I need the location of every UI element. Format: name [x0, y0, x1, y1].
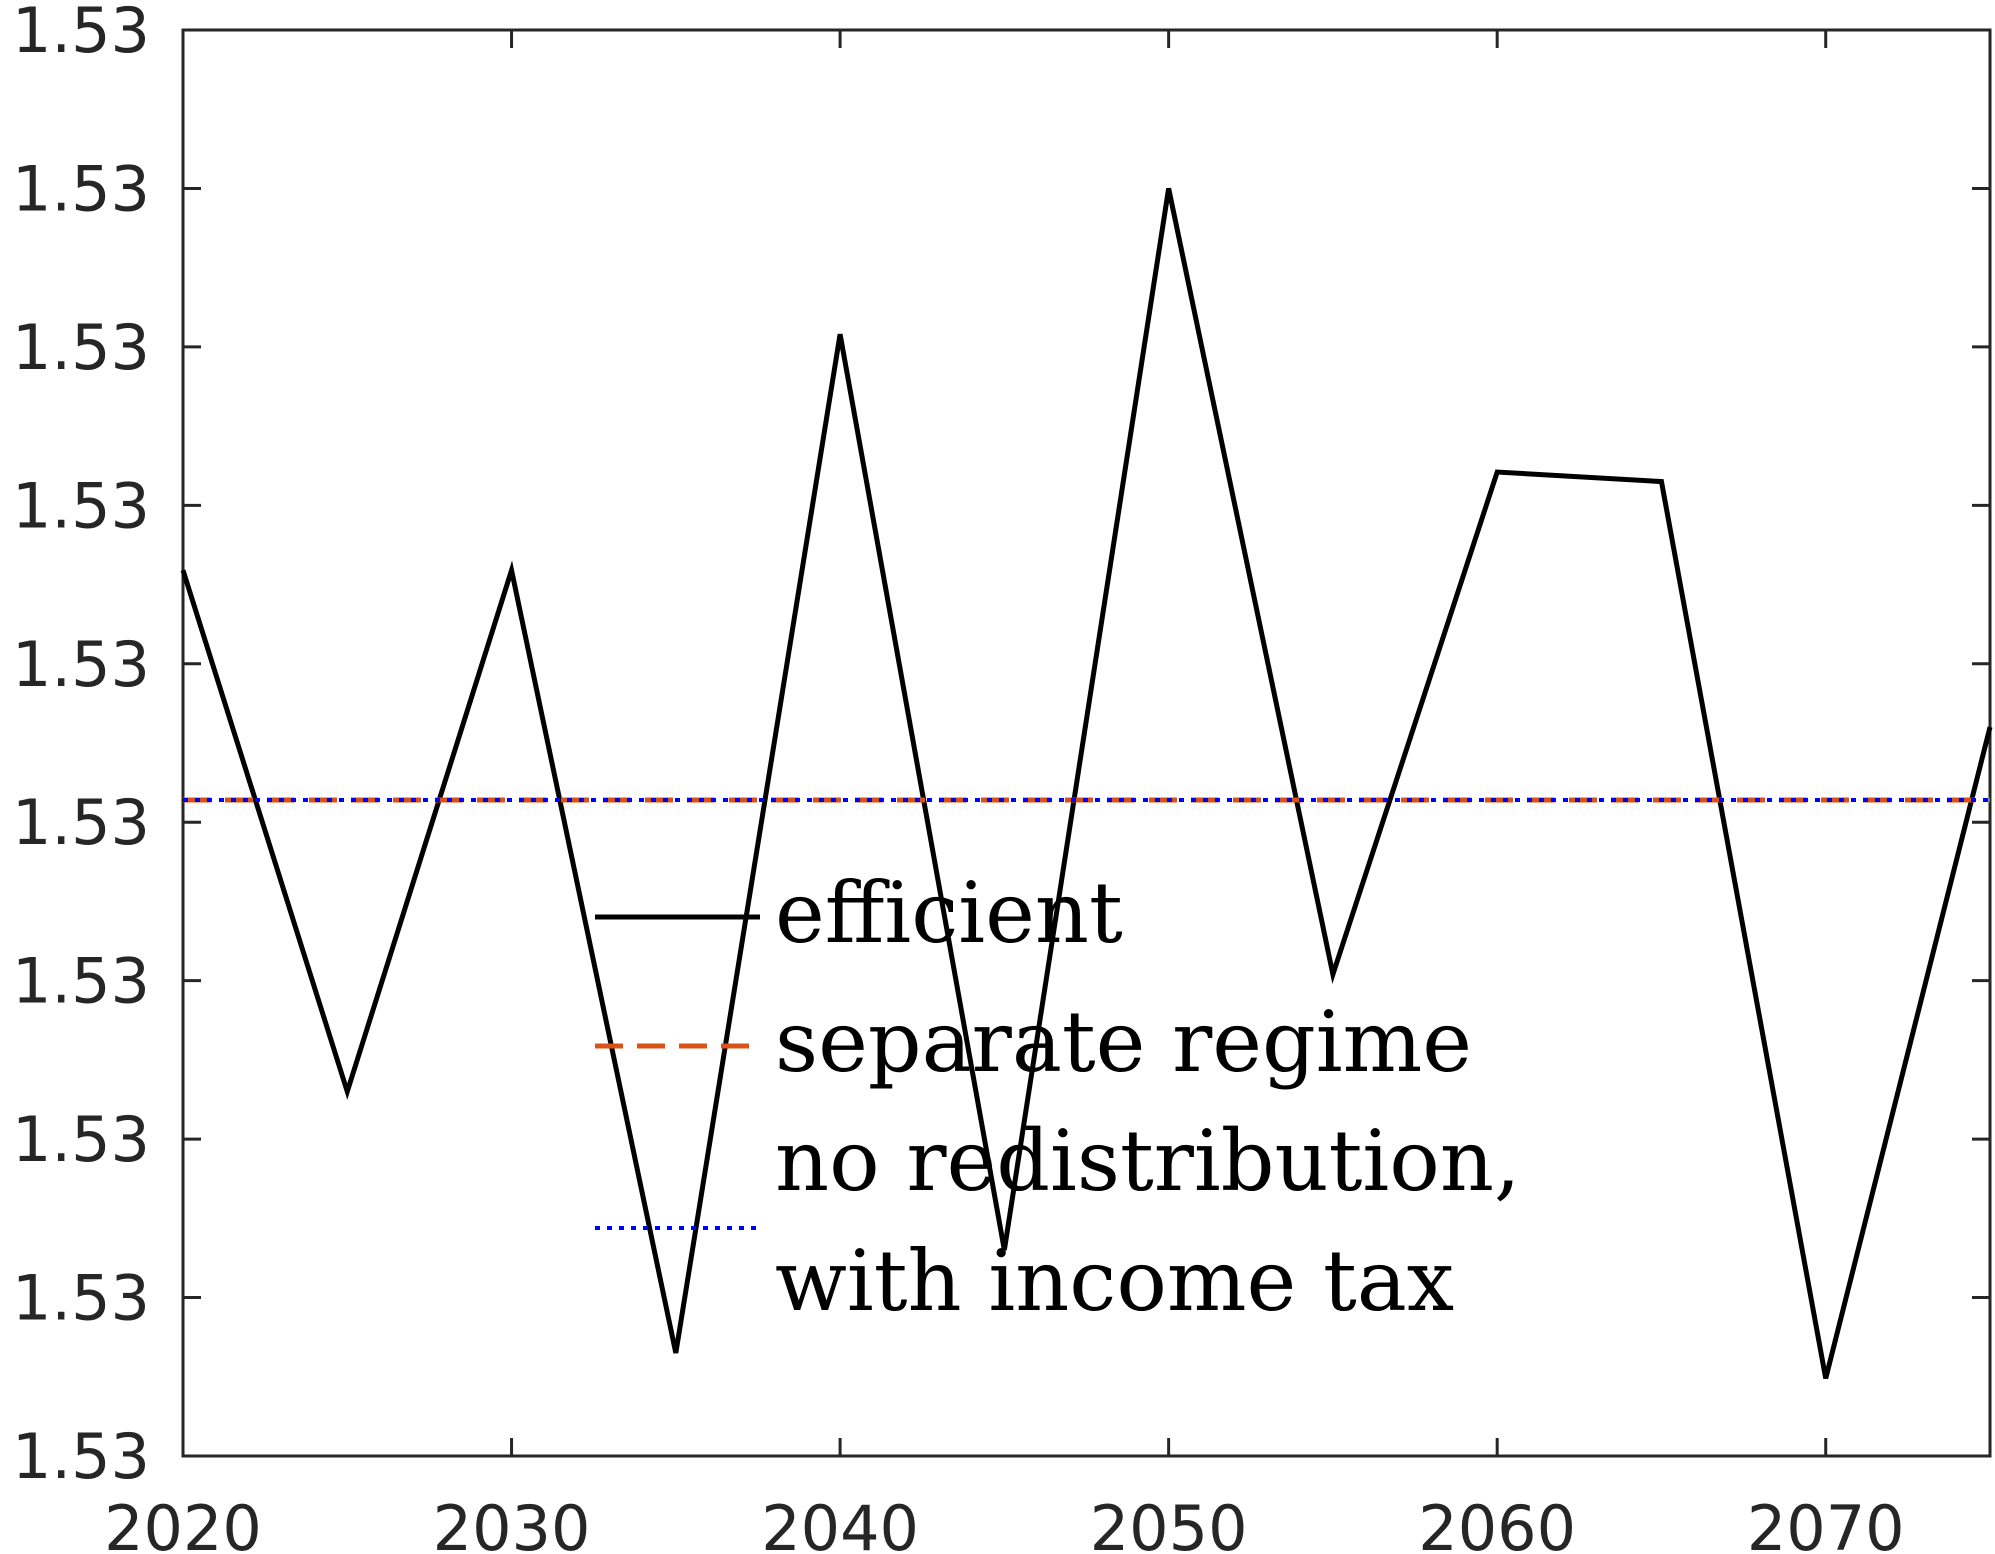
x-axis: 2020 2030 2040 2050 2060 2070: [104, 30, 1905, 1554]
legend: efficient separate regime no redistributio…: [595, 864, 1521, 1330]
plot-frame: [181, 28, 1992, 1458]
y-tick-label: 1.53: [12, 469, 150, 542]
series-layer: [180, 187, 1993, 1379]
y-tick-label: 1.53: [12, 628, 150, 701]
y-tick-label: 1.53: [12, 1262, 150, 1335]
y-tick-label: 1.53: [12, 311, 150, 384]
y-tick-label: 1.53: [12, 945, 150, 1018]
y-tick-label: 1.53: [12, 786, 150, 859]
y-tick-label: 1.53: [12, 1420, 150, 1493]
x-tick-label: 2020: [104, 1492, 262, 1554]
y-tick-label: 1.53: [12, 152, 150, 225]
x-tick-label: 2060: [1418, 1492, 1576, 1554]
x-tick-label: 2040: [761, 1492, 919, 1554]
y-tick-label: 1.53: [12, 1103, 150, 1176]
series-line-1: [180, 187, 1993, 1379]
y-tick-label: 1.53: [12, 0, 150, 67]
legend-label-2: separate regime: [775, 993, 1472, 1091]
plot-area: [181, 28, 1992, 1458]
y-axis: 1.53 1.53 1.53 1.53 1.53 1.53 1.53 1.53 1.53 1.53: [12, 0, 1990, 1493]
legend-label-3: with income tax: [775, 1232, 1454, 1330]
legend-label-3: no redistribution,: [775, 1112, 1521, 1210]
legend-label-1: efficient: [775, 864, 1123, 962]
x-tick-label: 2070: [1747, 1492, 1905, 1554]
x-tick-label: 2050: [1090, 1492, 1248, 1554]
x-tick-label: 2030: [433, 1492, 591, 1554]
